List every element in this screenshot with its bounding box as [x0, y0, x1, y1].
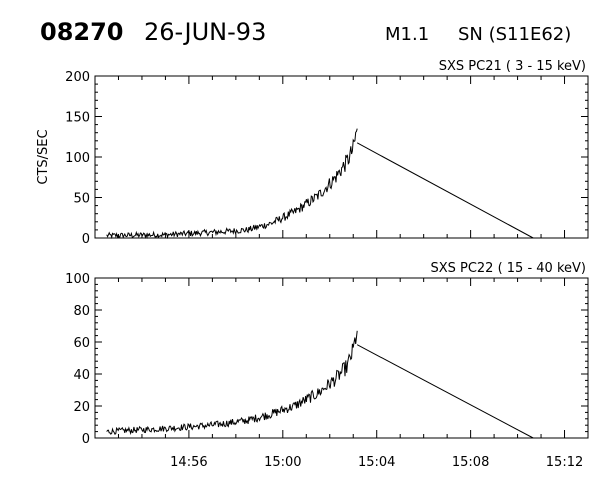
- y-tick-label: 20: [73, 400, 90, 415]
- x-tick-label: 14:56: [170, 455, 207, 470]
- series-1-line: [106, 128, 358, 240]
- y-tick-label: 200: [65, 70, 90, 85]
- y-tick-label: 50: [73, 192, 90, 207]
- flare-location: SN (S11E62): [458, 24, 571, 45]
- y-axis-label: CTS/SEC: [36, 129, 51, 184]
- panel-1: SXS PC21 ( 3 - 15 keV) CTS/SEC 0 50 100 150 20…: [36, 59, 589, 247]
- flare-class: M1.1: [385, 24, 429, 45]
- series-1-line: [106, 330, 358, 436]
- panels: SXS PC21 ( 3 - 15 keV) CTS/SEC 0 50 100 150 20…: [36, 59, 589, 470]
- panel-title: SXS PC22 ( 15 - 40 keV): [430, 261, 586, 276]
- panel-2: SXS PC22 ( 15 - 40 keV) 0 20 40 60 80 100 14:56…: [65, 261, 589, 470]
- y-tick-label: 80: [73, 304, 90, 319]
- y-tick-label: 0: [82, 432, 90, 447]
- y-tick-label: 100: [65, 272, 90, 287]
- x-tick-label: 15:08: [452, 455, 489, 470]
- panel-title: SXS PC21 ( 3 - 15 keV): [439, 59, 586, 74]
- plot-frame: [94, 277, 589, 439]
- event-date: 26-JUN-93: [144, 18, 266, 46]
- x-tick-label: 15:04: [358, 455, 395, 470]
- x-tick-label: 15:12: [546, 455, 583, 470]
- series-1-gap-line: [356, 142, 534, 239]
- event-id: 08270: [40, 18, 124, 46]
- series-1-gap-line: [356, 344, 534, 439]
- y-tick-label: 100: [65, 151, 90, 166]
- plot-frame: [94, 75, 589, 239]
- y-tick-label: 150: [65, 111, 90, 126]
- x-tick-label: 15:00: [264, 455, 301, 470]
- y-tick-label: 0: [82, 232, 90, 247]
- y-tick-label: 40: [73, 368, 90, 383]
- y-tick-label: 60: [73, 336, 90, 351]
